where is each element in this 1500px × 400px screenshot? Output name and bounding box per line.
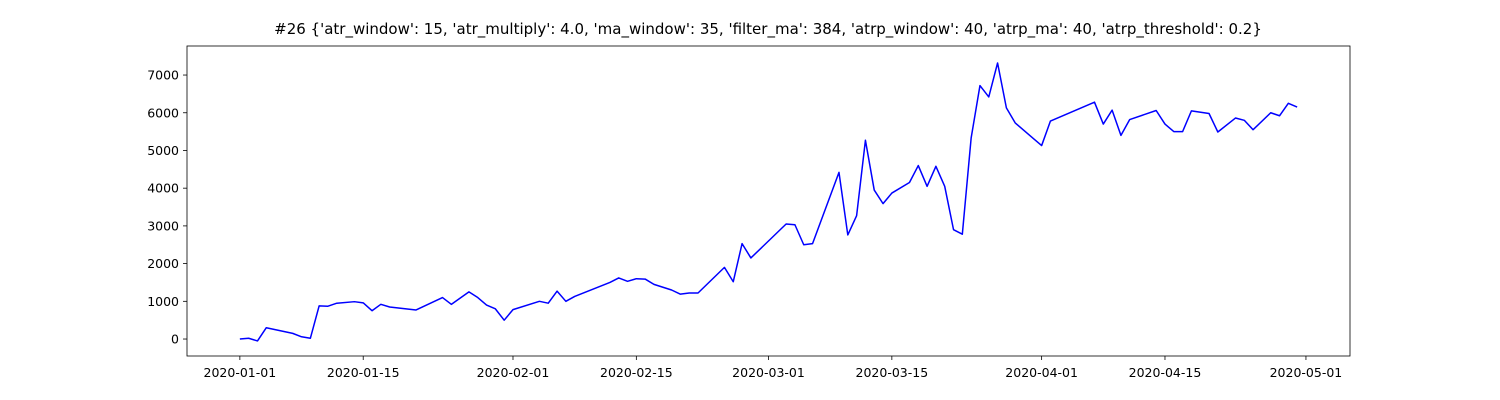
x-tick-label: 2020-02-01	[477, 365, 550, 380]
data-line	[239, 62, 1298, 342]
y-tick-label: 6000	[147, 105, 179, 120]
y-tick-label: 3000	[147, 218, 179, 233]
y-tick-label: 4000	[147, 181, 179, 196]
y-tick-label: 2000	[147, 256, 179, 271]
x-tick-label: 2020-02-15	[600, 365, 673, 380]
x-tick-label: 2020-05-01	[1270, 365, 1343, 380]
chart-title: #26 {'atr_window': 15, 'atr_multiply': 4…	[274, 20, 1262, 39]
x-tick-label: 2020-03-01	[732, 365, 805, 380]
plot-frame	[186, 45, 1351, 357]
y-tick-label: 5000	[147, 143, 179, 158]
x-tick-label: 2020-03-15	[856, 365, 929, 380]
y-tick-label: 1000	[147, 294, 179, 309]
x-tick-label: 2020-04-15	[1129, 365, 1202, 380]
x-tick-label: 2020-04-01	[1005, 365, 1078, 380]
y-tick-label: 7000	[147, 68, 179, 83]
x-tick-label: 2020-01-01	[204, 365, 277, 380]
y-tick-label: 0	[171, 332, 179, 347]
x-tick-label: 2020-01-15	[327, 365, 400, 380]
